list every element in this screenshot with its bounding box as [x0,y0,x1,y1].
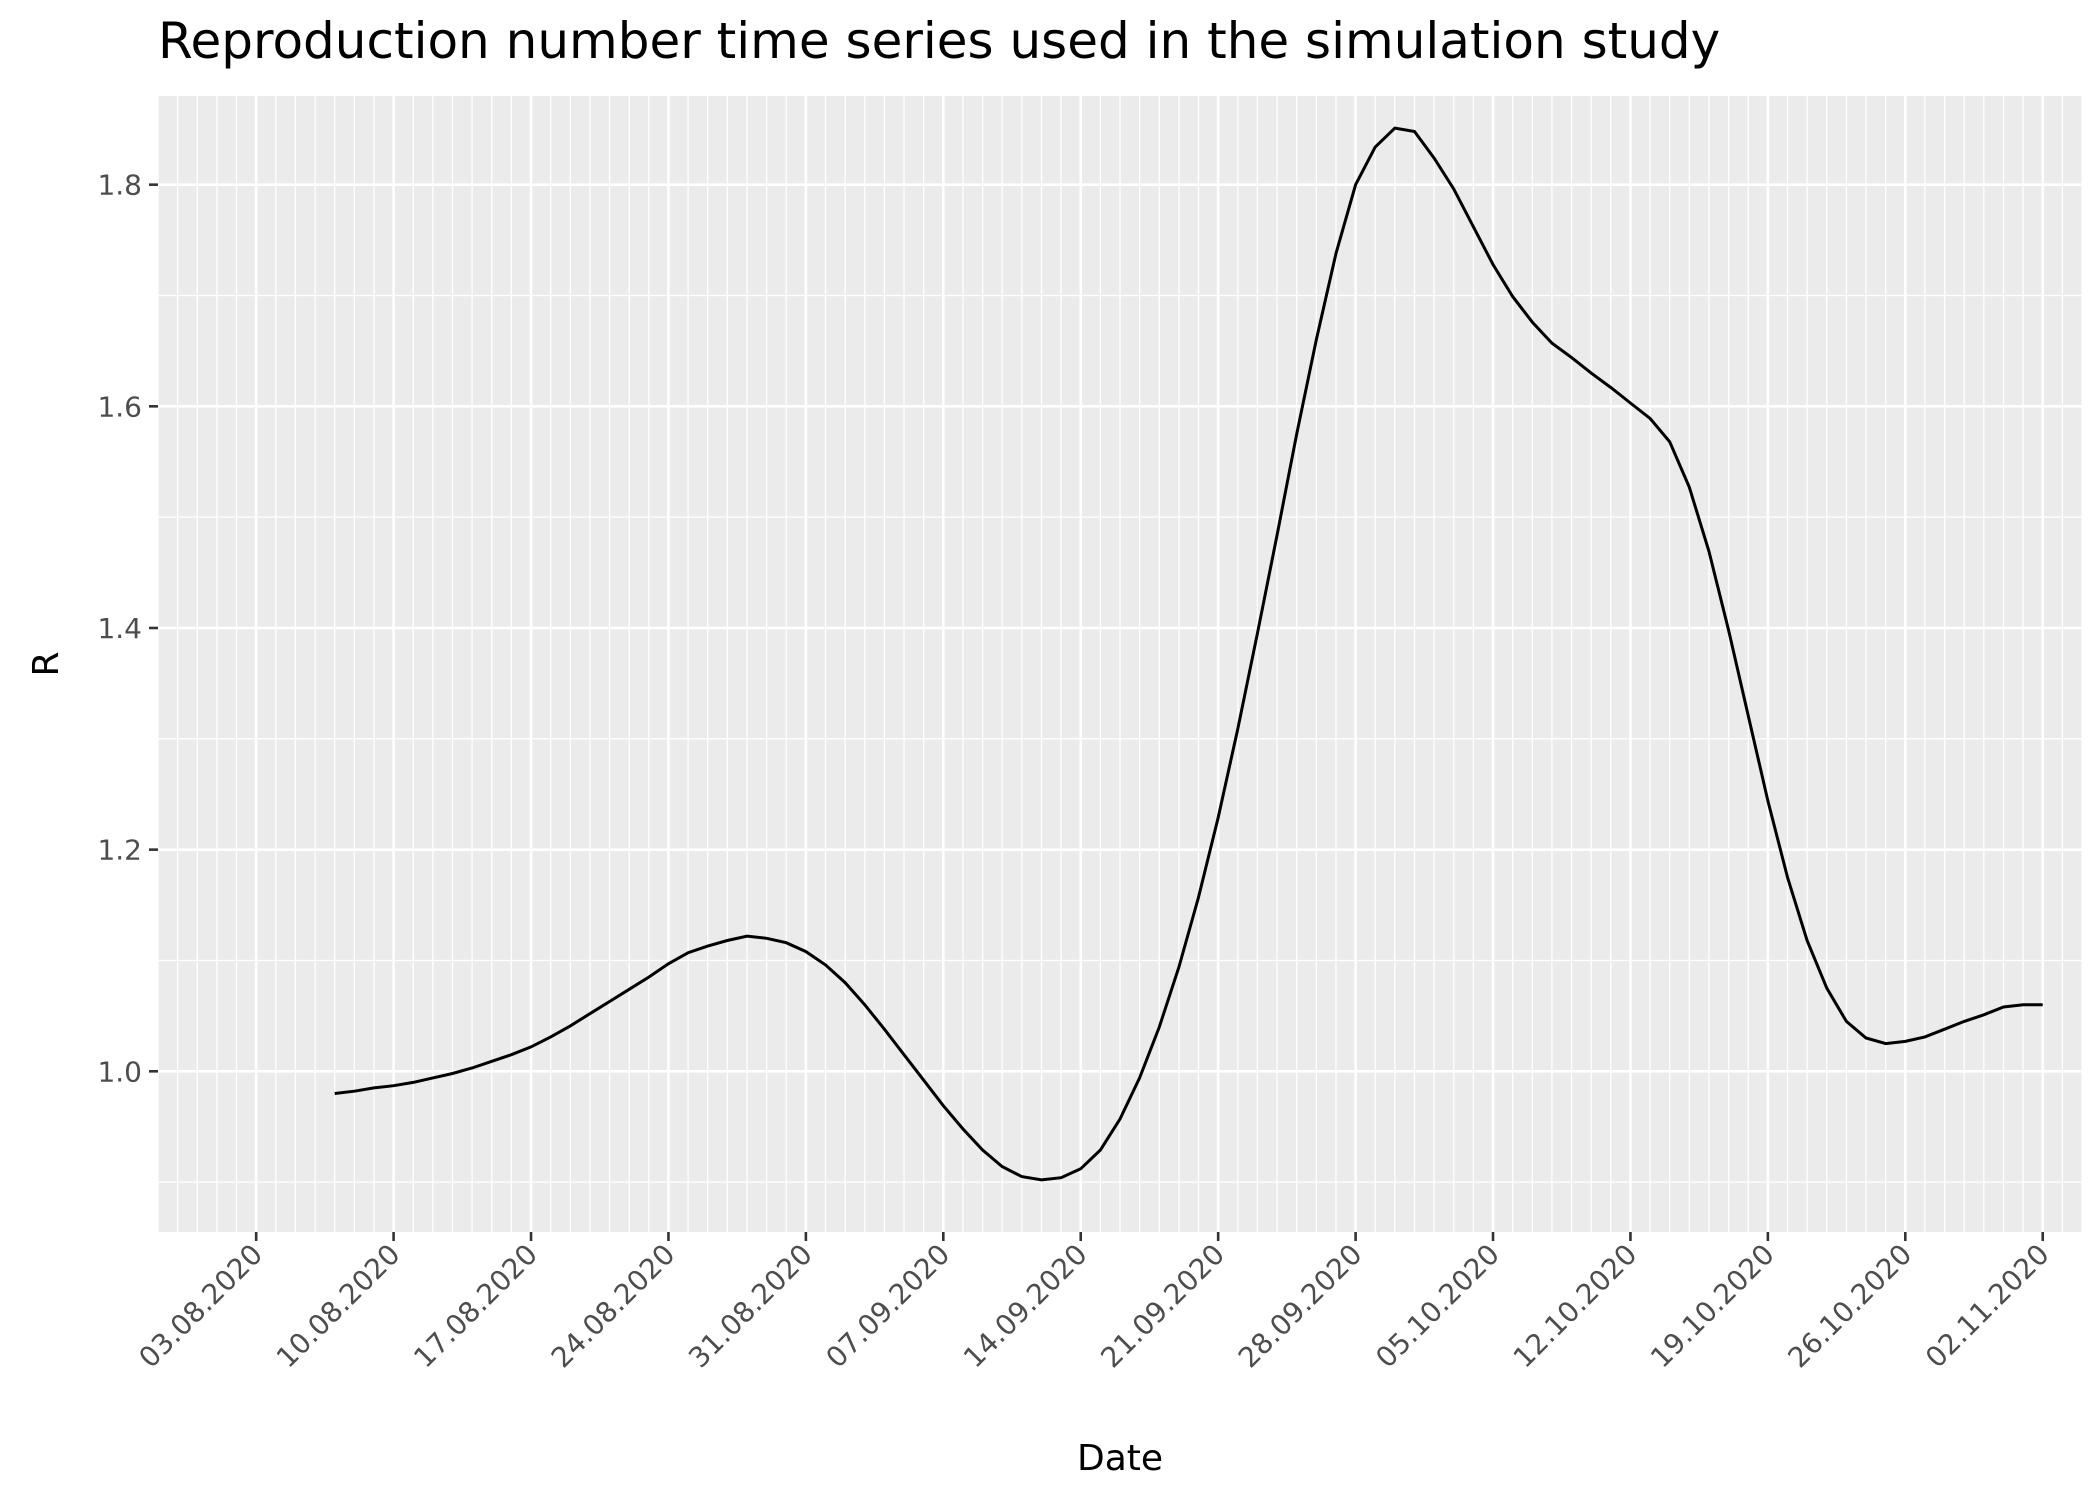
x-tick-label: 14.09.2020 [957,1238,1094,1375]
series-line-r [334,126,2043,1182]
x-axis-ticks: 03.08.2020 10.08.2020 17.08.2020 24.08.2020… [132,1232,2056,1375]
x-tick-label: 26.10.2020 [1782,1238,1919,1375]
chart-title: Reproduction number time series used in … [158,12,1721,70]
y-tick-label: 1.6 [97,390,142,423]
x-tick-label: 02.11.2020 [1919,1238,2056,1375]
y-axis-ticks: 1.0 1.2 1.4 1.6 1.8 [97,169,158,1088]
y-tick-label: 1.2 [97,834,142,867]
x-tick-label: 28.09.2020 [1232,1238,1369,1375]
x-tick-label: 31.08.2020 [682,1238,819,1375]
x-tick-label: 03.08.2020 [132,1238,269,1375]
x-tick-label: 10.08.2020 [270,1238,407,1375]
x-tick-label: 21.09.2020 [1094,1238,1231,1375]
x-tick-label: 07.09.2020 [820,1238,957,1375]
minor-y-gridlines [158,294,2082,1183]
major-x-gridlines [254,96,2045,1232]
x-tick-label: 19.10.2020 [1644,1238,1781,1375]
x-tick-label: 05.10.2020 [1369,1238,1506,1375]
y-tick-label: 1.0 [97,1055,142,1088]
y-axis-title: R [26,651,67,676]
y-tick-label: 1.8 [97,169,142,202]
x-tick-label: 12.10.2020 [1507,1238,1644,1375]
y-tick-label: 1.4 [97,612,142,645]
x-axis-title: Date [1077,1438,1163,1479]
x-tick-label: 17.08.2020 [407,1238,544,1375]
major-y-gridlines [158,183,2082,1073]
x-tick-label: 24.08.2020 [545,1238,682,1375]
